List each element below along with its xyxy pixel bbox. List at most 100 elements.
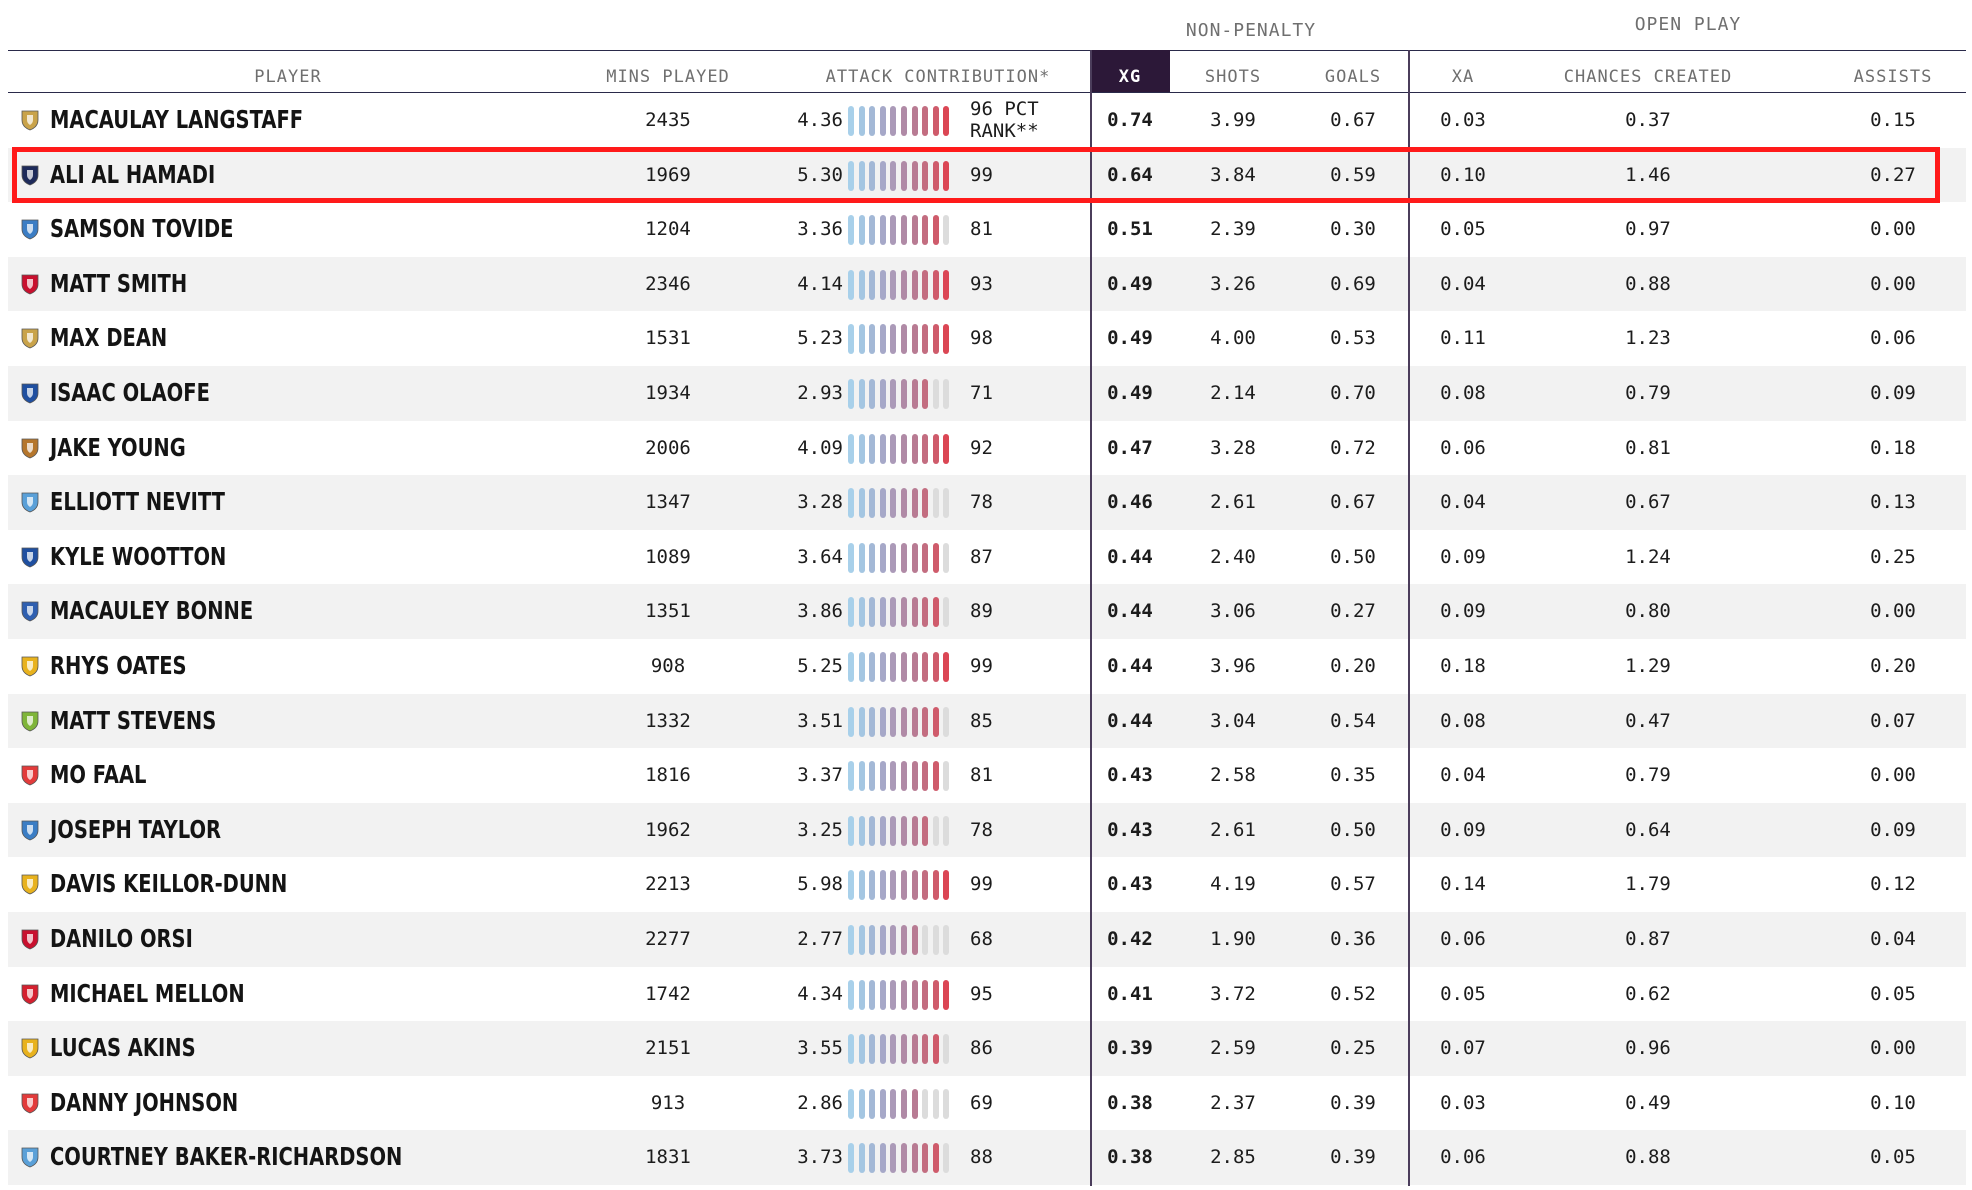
percentile-bar-segment bbox=[932, 106, 939, 136]
percentile-bar-segment bbox=[848, 488, 854, 519]
xg-value: 0.44 bbox=[1107, 600, 1153, 623]
xa-value: 0.04 bbox=[1440, 272, 1486, 295]
table-row[interactable]: MAX DEAN 1531 5.23 98 0.49 4.00 0.53 0.11 1.23 0.… bbox=[8, 311, 1966, 366]
player-name: MAX DEAN bbox=[50, 323, 168, 353]
pct-rank-cell: 96 PCT RANK** bbox=[970, 98, 1060, 142]
percentile-bar-segment bbox=[869, 160, 876, 191]
table-row[interactable]: DANILO ORSI 2277 2.77 68 0.42 1.90 0.36 0.06 0.8… bbox=[8, 911, 1966, 967]
percentile-bar-segment bbox=[901, 378, 907, 409]
xa-value: 0.08 bbox=[1440, 709, 1486, 732]
table-row[interactable]: DAVIS KEILLOR-DUNN 2213 5.98 99 0.43 4.19 0.57… bbox=[8, 857, 1966, 912]
percentile-bar-segment bbox=[890, 761, 897, 792]
table-row[interactable]: SAMSON TOVIDE 1204 3.36 81 0.51 2.39 0.30 0.05 0… bbox=[8, 202, 1966, 257]
table-row[interactable]: RHYS OATES 908 5.25 99 0.44 3.96 0.20 0.18 1.29 0… bbox=[8, 639, 1966, 694]
pct-rank-value: 87 bbox=[970, 545, 993, 568]
assists-value: 0.05 bbox=[1870, 1146, 1916, 1169]
table-row[interactable]: MATT SMITH 2346 4.14 93 0.49 3.26 0.69 0.04 0.88… bbox=[8, 256, 1966, 312]
player-name: MATT STEVENS bbox=[50, 705, 217, 735]
goals-value: 0.67 bbox=[1330, 109, 1376, 131]
column-header-chances-created[interactable]: CHANCES CREATED bbox=[1563, 67, 1733, 87]
column-header-mins-played[interactable]: MINS PLAYED bbox=[606, 67, 730, 87]
pct-rank-value: 88 bbox=[970, 1146, 993, 1169]
chances-created-value: 0.88 bbox=[1625, 272, 1671, 295]
percentile-bar-segment bbox=[879, 870, 886, 901]
percentile-bar-segment bbox=[932, 924, 939, 955]
percentile-bar-segment bbox=[890, 706, 897, 737]
column-header-attack-contribution[interactable]: ATTACK CONTRIBUTION* bbox=[825, 67, 1051, 87]
xa-value: 0.09 bbox=[1440, 545, 1486, 568]
table-row[interactable]: DANNY JOHNSON 913 2.86 69 0.38 2.37 0.39 0.03 0.… bbox=[8, 1076, 1966, 1131]
xa-value: 0.03 bbox=[1440, 1091, 1486, 1114]
table-row[interactable]: KYLE WOOTTON 1089 3.64 87 0.44 2.40 0.50 0.09 1.… bbox=[8, 530, 1966, 585]
percentile-bar-segment bbox=[879, 542, 886, 573]
percentile-bars bbox=[848, 706, 968, 737]
percentile-bar-segment bbox=[890, 870, 897, 901]
table-row[interactable]: ALI AL HAMADI 1969 5.30 99 0.64 3.84 0.59 0.10 1… bbox=[8, 147, 1966, 203]
percentile-bar-segment bbox=[858, 979, 865, 1010]
percentile-bar-segment bbox=[922, 979, 929, 1010]
pct-rank-value: 89 bbox=[970, 600, 993, 623]
percentile-bar-segment bbox=[932, 378, 939, 409]
column-header-xa[interactable]: XA bbox=[1451, 67, 1475, 87]
percentile-bar-segment bbox=[922, 324, 929, 355]
percentile-bars bbox=[848, 1088, 968, 1119]
column-header-goals[interactable]: GOALS bbox=[1324, 67, 1382, 87]
percentile-bar-segment bbox=[932, 815, 939, 846]
goals-value: 0.59 bbox=[1330, 163, 1376, 186]
goals-value: 0.25 bbox=[1330, 1037, 1376, 1060]
mansfield-crest-icon bbox=[21, 656, 39, 677]
xa-value: 0.11 bbox=[1440, 327, 1486, 350]
table-row[interactable]: ISAAC OLAOFE 1934 2.93 71 0.49 2.14 0.70 0.08 0.… bbox=[8, 365, 1966, 421]
percentile-bar-segment bbox=[848, 1088, 854, 1119]
pct-rank-value: 95 bbox=[970, 982, 993, 1005]
table-row[interactable]: MICHAEL MELLON 1742 4.34 95 0.41 3.72 0.52 0.05… bbox=[8, 967, 1966, 1022]
assists-value: 0.00 bbox=[1870, 272, 1916, 295]
column-header-xg[interactable]: XG bbox=[1118, 67, 1142, 87]
percentile-bar-segment bbox=[858, 870, 865, 901]
table-row[interactable]: JOSEPH TAYLOR 1962 3.25 78 0.43 2.61 0.50 0.09 0… bbox=[8, 802, 1966, 858]
table-row[interactable]: MACAULAY LANGSTAFF 2435 4.36 96 PCT RANK** 0… bbox=[8, 93, 1966, 148]
table-row[interactable]: JAKE YOUNG 2006 4.09 92 0.47 3.28 0.72 0.06 0.81… bbox=[8, 421, 1966, 476]
percentile-bars bbox=[848, 106, 968, 136]
attack-contribution-value: 5.98 bbox=[797, 873, 843, 896]
goals-value: 0.20 bbox=[1330, 654, 1376, 677]
percentile-bar-segment bbox=[943, 1143, 950, 1174]
chances-created-value: 0.81 bbox=[1625, 436, 1671, 459]
table-row[interactable]: ELLIOTT NEVITT 1347 3.28 78 0.46 2.61 0.67 0.04… bbox=[8, 475, 1966, 530]
table-row[interactable]: MO FAAL 1816 3.37 81 0.43 2.58 0.35 0.04 0.79 0.0… bbox=[8, 748, 1966, 803]
attack-contribution-value: 3.86 bbox=[797, 600, 843, 623]
column-header-shots[interactable]: SHOTS bbox=[1204, 67, 1262, 87]
percentile-bar-segment bbox=[911, 979, 918, 1010]
table-row[interactable]: MACAULEY BONNE 1351 3.86 89 0.44 3.06 0.27 0.09… bbox=[8, 584, 1966, 639]
pct-rank-value: 71 bbox=[970, 381, 993, 404]
percentile-bar-segment bbox=[848, 979, 854, 1010]
table-row[interactable]: LUCAS AKINS 2151 3.55 86 0.39 2.59 0.25 0.07 0.9… bbox=[8, 1021, 1966, 1076]
percentile-bar-segment bbox=[879, 160, 886, 191]
pct-rank-value: 93 bbox=[970, 272, 993, 295]
attack-contribution-value: 4.09 bbox=[797, 436, 843, 459]
percentile-bar-segment bbox=[858, 160, 865, 191]
chances-created-value: 0.88 bbox=[1625, 1146, 1671, 1169]
percentile-bar-segment bbox=[943, 106, 950, 136]
table-row[interactable]: COURTNEY BAKER-RICHARDSON 1831 3.73 88 0.38 2… bbox=[8, 1130, 1966, 1185]
percentile-bar-segment bbox=[901, 106, 907, 136]
column-header-assists[interactable]: ASSISTS bbox=[1853, 67, 1933, 87]
stats-table: NON-PENALTY OPEN PLAY PLAYER MINS PLAYED… bbox=[8, 0, 1966, 1190]
percentile-bar-segment bbox=[869, 324, 876, 355]
xg-value: 0.47 bbox=[1107, 436, 1153, 459]
percentile-bar-segment bbox=[932, 433, 939, 464]
mins-played-value: 1934 bbox=[645, 381, 691, 404]
mins-played-value: 908 bbox=[650, 654, 686, 677]
percentile-bar-segment bbox=[890, 597, 897, 628]
percentile-bar-segment bbox=[943, 160, 950, 191]
percentile-bar-segment bbox=[848, 1143, 854, 1174]
percentile-bar-segment bbox=[869, 106, 876, 136]
percentile-bar-segment bbox=[879, 378, 886, 409]
percentile-bar-segment bbox=[879, 1143, 886, 1174]
column-header-player[interactable]: PLAYER bbox=[254, 67, 322, 87]
mansfield-crest-icon bbox=[21, 1038, 39, 1059]
pct-rank-value: 81 bbox=[970, 218, 993, 241]
table-row[interactable]: MATT STEVENS 1332 3.51 85 0.44 3.04 0.54 0.08 0.… bbox=[8, 693, 1966, 749]
percentile-bar-segment bbox=[932, 542, 939, 573]
percentile-bar-segment bbox=[858, 106, 865, 136]
